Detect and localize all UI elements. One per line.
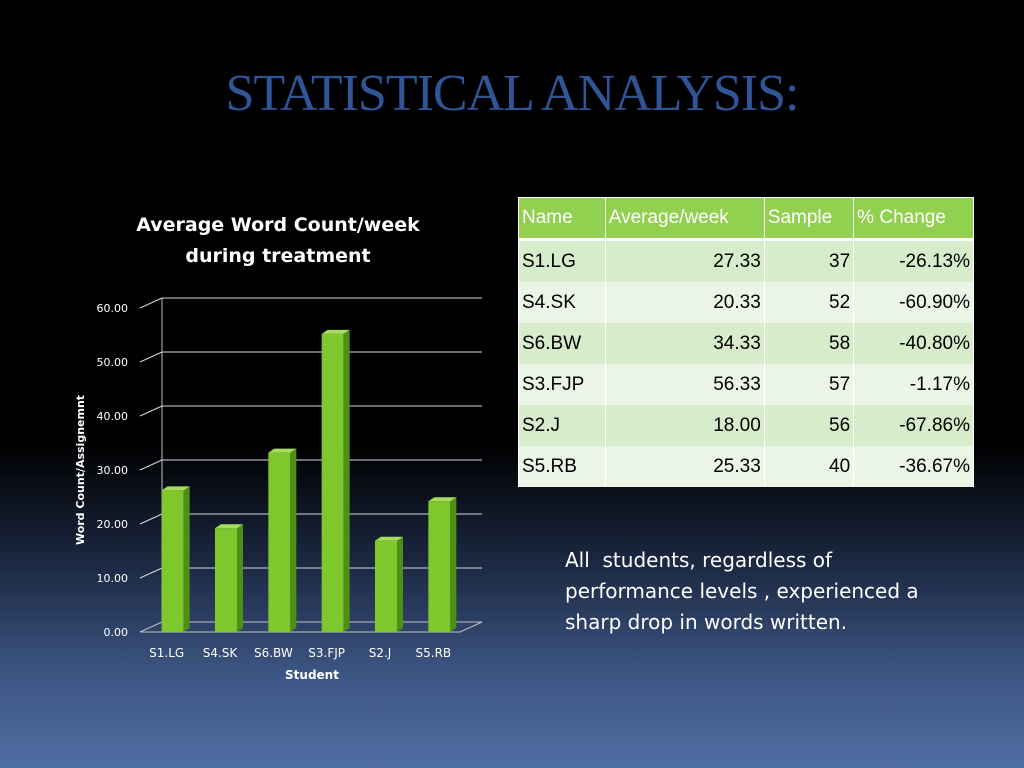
gridline-side [139,351,163,363]
x-tick-label: S4.SK [203,646,239,660]
x-tick-label: S3.FJP [308,646,345,660]
cell-name: S2.J [518,405,606,446]
bar-side [183,486,190,632]
cell-change: -60.90% [853,282,974,323]
cell-average: 27.33 [604,239,765,282]
header-percent-change: % Change [853,197,974,241]
chart-floor [139,621,483,633]
chart-title-line2: during treatment [185,245,371,267]
y-tick-label: 30.00 [97,464,129,477]
x-tick-label: S6.BW [254,646,293,660]
cell-name: S5.RB [518,446,606,487]
table-header-row: Name Average/week Sample % Change [518,197,974,241]
y-tick-label: 0.00 [104,626,129,639]
cell-change: -1.17% [853,364,974,405]
table-row: S6.BW 34.33 58 -40.80% [518,323,974,364]
cell-name: S6.BW [518,323,606,364]
bar-side [290,448,297,632]
bar [375,540,397,632]
y-tick-label: 40.00 [97,410,129,423]
bar [268,452,291,632]
gridline-side [139,459,163,471]
cell-name: S3.FJP [518,364,606,405]
cell-change: -26.13% [853,239,974,282]
y-tick-label: 20.00 [97,518,129,531]
x-tick-label: S2.J [369,646,392,660]
y-axis-title: Word Count/Assignemnt [74,395,87,545]
cell-sample: 57 [763,364,855,405]
bar-top [268,448,297,453]
cell-change: -40.80% [853,323,974,364]
bar-top [161,486,190,491]
cell-average: 25.33 [604,446,765,487]
gridline-side [139,513,163,525]
bar-side [397,536,403,632]
bar-top [375,536,403,541]
data-table: Name Average/week Sample % Change S1.LG … [518,197,974,487]
chart-title-line1: Average Word Count/week [136,214,420,236]
cell-sample: 40 [763,446,855,487]
table-row: S3.FJP 56.33 57 -1.17% [518,364,974,405]
x-tick-label: S5.RB [416,646,452,660]
y-tick-label: 60.00 [97,302,129,315]
cell-average: 34.33 [604,323,765,364]
table-row: S2.J 18.00 56 -67.86% [518,405,974,446]
gridline-side [139,297,163,309]
cell-name: S1.LG [518,239,606,282]
cell-average: 18.00 [604,405,765,446]
cell-sample: 52 [763,282,855,323]
bar-side [450,497,457,632]
header-sample: Sample [763,197,855,241]
cell-change: -36.67% [853,446,974,487]
cell-average: 56.33 [604,364,765,405]
bar-side [237,524,243,632]
header-average-week: Average/week [604,197,765,241]
bar [215,528,237,632]
cell-average: 20.33 [604,282,765,323]
header-name: Name [518,197,606,241]
bar-top [428,497,457,502]
summary-text: All students, regardless of performance … [565,548,926,634]
table-row: S5.RB 25.33 40 -36.67% [518,446,974,487]
slide-title: STATISTICAL ANALYSIS: [225,65,800,122]
bar-top [321,329,350,334]
cell-change: -67.86% [853,405,974,446]
bar [428,501,451,632]
bar [321,333,344,632]
bar [161,490,184,632]
gridline-side [139,405,163,417]
chart-title: Average Word Count/week during treatment [110,210,446,272]
y-tick-label: 50.00 [97,356,129,369]
cell-name: S4.SK [518,282,606,323]
cell-sample: 37 [763,239,855,282]
cell-sample: 58 [763,323,855,364]
y-tick-label: 10.00 [97,572,129,585]
cell-sample: 56 [763,405,855,446]
table-row: S1.LG 27.33 37 -26.13% [518,239,974,282]
gridline-side [139,567,163,579]
x-tick-label: S1.LG [149,646,184,660]
bar-top [215,524,243,529]
table-row: S4.SK 20.33 52 -60.90% [518,282,974,323]
bar-side [343,329,350,632]
x-axis-title: Student [285,668,339,682]
bar-chart: 0.00 10.00 20.00 30.00 40.00 50.00 60.00 S1.LG S… [74,297,483,682]
